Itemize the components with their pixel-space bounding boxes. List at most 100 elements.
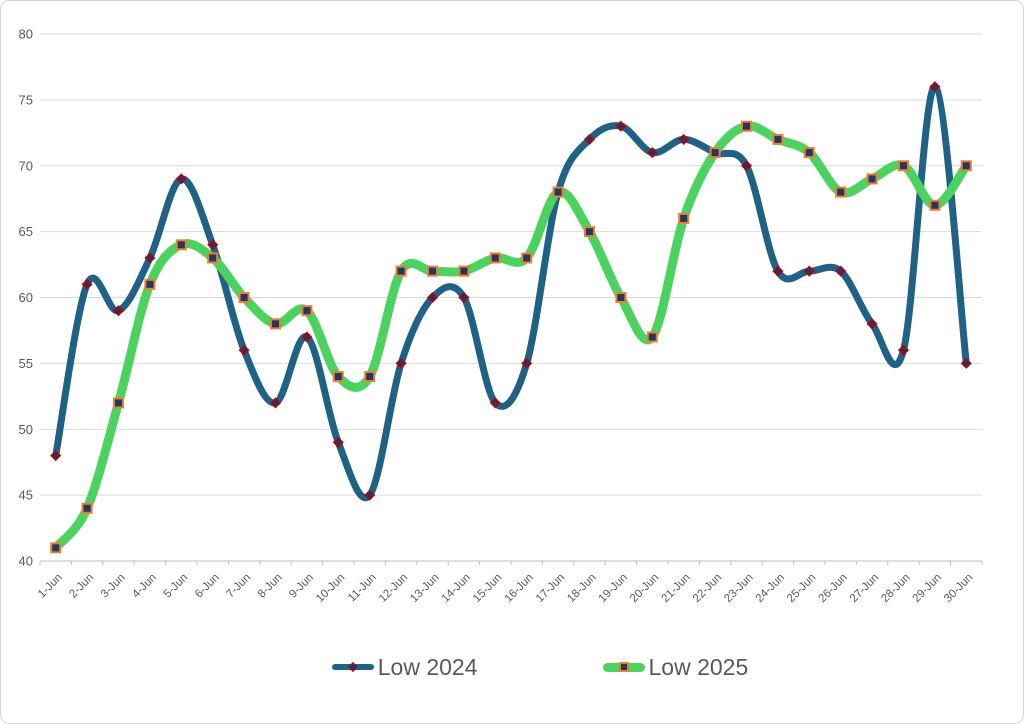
data-point-marker-low-2025 <box>866 173 878 185</box>
x-axis-label: 15-Jun <box>471 572 504 605</box>
x-axis-label: 26-Jun <box>816 572 849 605</box>
data-point-marker-low-2024 <box>332 436 344 448</box>
x-axis-label: 18-Jun <box>565 572 598 605</box>
data-point-marker-low-2025 <box>835 186 847 198</box>
data-point-marker-low-2025 <box>207 252 219 264</box>
data-point-marker-low-2024 <box>207 239 219 251</box>
series-line-low-2024 <box>52 83 970 502</box>
data-point-marker-low-2024 <box>458 291 470 304</box>
data-point-marker-low-2025 <box>678 212 690 224</box>
data-point-marker-low-2025 <box>395 265 407 277</box>
y-axis-label: 55 <box>19 356 33 371</box>
x-axis-label: 9-Jun <box>287 572 316 601</box>
x-axis-label: 21-Jun <box>659 572 692 605</box>
data-point-marker-low-2025 <box>741 120 752 132</box>
data-point-marker-low-2025 <box>144 278 156 290</box>
y-axis-label: 65 <box>19 224 33 239</box>
legend-label-low-2024: Low 2024 <box>377 653 478 680</box>
data-point-marker-low-2025 <box>270 318 281 330</box>
y-axis-label: 60 <box>19 290 33 305</box>
data-point-marker-low-2025 <box>175 239 187 251</box>
y-axis-label: 40 <box>19 554 33 569</box>
x-axis-label: 19-Jun <box>597 572 630 605</box>
x-axis-label: 22-Jun <box>691 572 724 605</box>
data-point-marker-low-2025 <box>521 252 533 264</box>
data-point-marker-low-2025 <box>772 133 784 145</box>
x-axis-label: 29-Jun <box>911 572 944 605</box>
x-axis-label: 30-Jun <box>942 572 975 605</box>
diamond-marker-icon <box>347 662 358 672</box>
data-point-marker-low-2025 <box>929 199 941 211</box>
data-point-marker-low-2024 <box>803 265 815 277</box>
data-point-marker-low-2024 <box>364 489 376 501</box>
x-axis-label: 12-Jun <box>377 572 410 605</box>
data-point-marker-low-2024 <box>583 133 596 145</box>
data-point-marker-low-2024 <box>81 278 93 290</box>
data-point-marker-low-2025 <box>960 160 972 172</box>
x-axis-label: 17-Jun <box>534 572 567 605</box>
data-point-marker-low-2025 <box>332 371 344 383</box>
x-axis-label: 13-Jun <box>408 572 441 605</box>
data-point-marker-low-2025 <box>898 160 909 172</box>
data-point-marker-low-2024 <box>144 252 156 264</box>
data-point-marker-low-2024 <box>866 318 878 330</box>
data-point-marker-low-2024 <box>521 357 533 369</box>
y-axis-label: 80 <box>19 27 33 42</box>
x-axis-label: 27-Jun <box>848 572 881 605</box>
data-point-marker-low-2025 <box>458 265 470 277</box>
data-point-marker-low-2025 <box>113 397 124 409</box>
data-point-marker-low-2024 <box>678 133 690 145</box>
x-axis-label: 4-Jun <box>130 572 159 601</box>
x-axis-label: 20-Jun <box>628 572 661 605</box>
y-axis-label: 45 <box>19 488 33 503</box>
data-point-marker-low-2024 <box>646 147 658 159</box>
data-point-marker-low-2024 <box>740 160 753 172</box>
x-axis-label: 1-Jun <box>36 572 65 601</box>
legend-item-low-2025[interactable]: Low 2025 <box>602 655 748 679</box>
data-point-marker-low-2025 <box>803 147 815 159</box>
data-point-marker-low-2025 <box>301 305 313 317</box>
x-axis-label: 14-Jun <box>440 572 473 605</box>
data-point-marker-low-2025 <box>584 226 595 238</box>
data-point-marker-low-2024 <box>489 397 501 409</box>
x-axis-label: 2-Jun <box>67 572 96 601</box>
square-marker-icon <box>618 662 629 672</box>
data-point-marker-low-2024 <box>426 291 439 304</box>
data-point-marker-low-2024 <box>301 331 313 343</box>
x-axis-label: 28-Jun <box>879 572 912 605</box>
data-point-marker-low-2025 <box>552 186 564 198</box>
data-point-marker-low-2025 <box>238 292 250 303</box>
data-point-marker-low-2024 <box>897 344 910 356</box>
data-point-marker-low-2024 <box>238 344 250 356</box>
legend-item-low-2024[interactable]: Low 2024 <box>331 653 478 680</box>
y-axis-label: 50 <box>19 422 33 437</box>
x-axis-label: 11-Jun <box>346 572 379 605</box>
data-point-marker-low-2025 <box>489 252 501 264</box>
x-axis-label: 25-Jun <box>785 572 818 605</box>
data-point-marker-low-2025 <box>646 331 658 343</box>
low-2025-line-swatch <box>602 662 645 672</box>
data-point-marker-low-2024 <box>175 173 187 185</box>
data-point-marker-low-2024 <box>50 450 62 462</box>
data-point-marker-low-2025 <box>427 265 438 277</box>
low-2024-line-swatch <box>331 662 374 672</box>
data-point-marker-low-2025 <box>364 371 376 383</box>
data-point-marker-low-2025 <box>81 502 93 514</box>
y-axis-label: 75 <box>19 92 33 107</box>
data-point-marker-low-2024 <box>112 305 125 317</box>
chart-legend: Low 2024 Low 2025 <box>29 645 1023 689</box>
x-axis-label: 10-Jun <box>314 572 347 605</box>
x-axis-label: 23-Jun <box>722 572 755 605</box>
x-axis-label: 5-Jun <box>162 572 191 601</box>
x-axis-label: 6-Jun <box>193 572 222 601</box>
data-point-marker-low-2024 <box>929 81 941 93</box>
x-axis-label: 3-Jun <box>99 572 128 601</box>
data-point-marker-low-2025 <box>615 292 627 303</box>
data-point-marker-low-2024 <box>772 265 784 277</box>
data-point-marker-low-2024 <box>615 120 627 132</box>
x-axis-label: 16-Jun <box>502 572 535 605</box>
data-point-marker-low-2025 <box>50 542 62 554</box>
x-axis-label: 8-Jun <box>256 572 285 601</box>
